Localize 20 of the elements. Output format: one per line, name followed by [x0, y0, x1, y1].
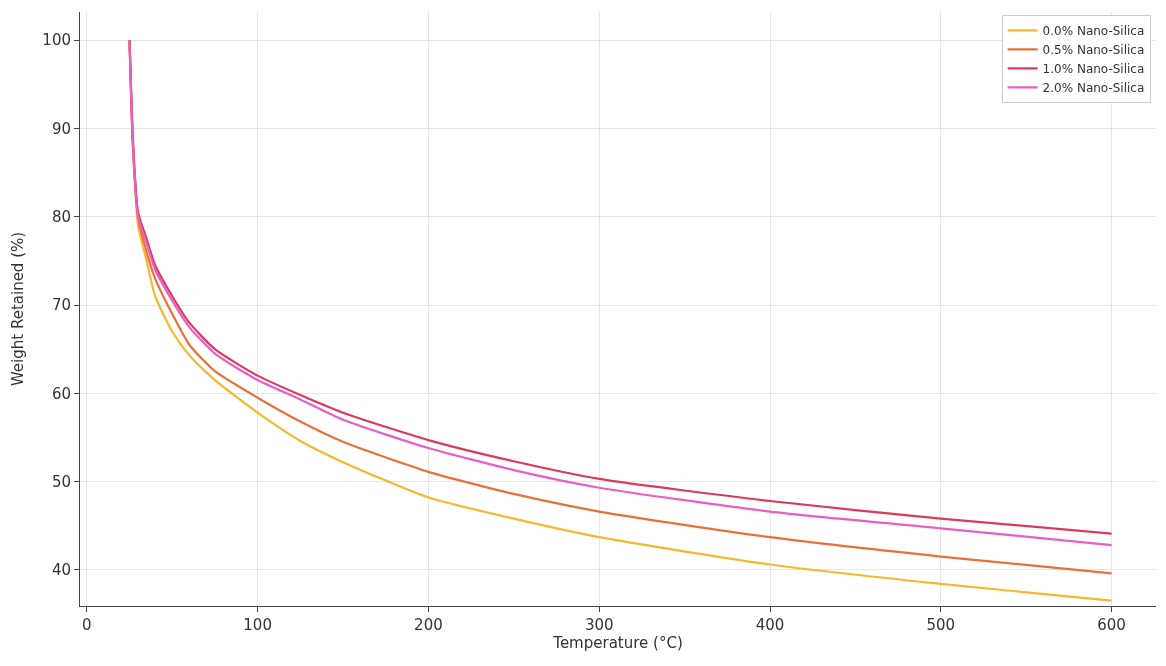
- y-tick-label: 60: [51, 384, 71, 403]
- x-tick-label: 600: [1097, 616, 1126, 634]
- legend-label: 2.0% Nano-Silica: [1042, 81, 1145, 96]
- y-tick-label: 80: [51, 208, 71, 227]
- x-tick-label: 400: [755, 616, 785, 634]
- y-tick-label: 40: [51, 561, 71, 580]
- y-axis-title: Weight Retained (%): [8, 231, 27, 387]
- y-tick-label: 50: [51, 472, 71, 491]
- x-tick-label: 300: [584, 616, 614, 634]
- legend-label: 0.5% Nano-Silica: [1042, 43, 1145, 58]
- x-tick-label: 200: [414, 616, 443, 634]
- y-tick-label: 100: [42, 31, 71, 50]
- legend-label: 1.0% Nano-Silica: [1042, 62, 1145, 77]
- x-axis-title: Temperature (°C): [552, 634, 683, 652]
- y-tick-label: 90: [51, 119, 71, 138]
- x-tick-label: 100: [243, 616, 272, 634]
- legend-label: 0.0% Nano-Silica: [1042, 24, 1145, 39]
- x-tick-label: 0: [82, 616, 92, 634]
- x-tick-label: 500: [926, 616, 956, 634]
- y-tick-label: 70: [51, 296, 71, 315]
